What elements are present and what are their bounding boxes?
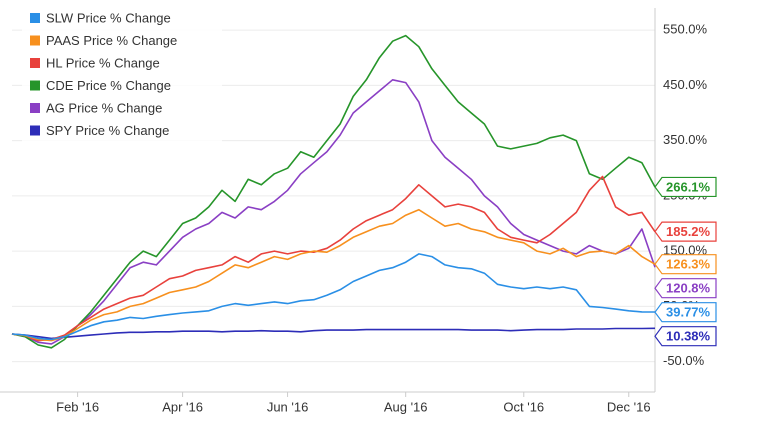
value-label: 126.3% [666, 257, 711, 272]
legend-label: HL Price % Change [46, 55, 160, 70]
legend-swatch [30, 103, 40, 113]
series-line [11, 175, 656, 342]
x-tick-label: Dec '16 [607, 399, 651, 414]
legend-label: SPY Price % Change [46, 123, 169, 138]
legend-swatch [30, 35, 40, 46]
series-line [11, 34, 656, 349]
legend-label: SLW Price % Change [46, 10, 171, 25]
legend-swatch [30, 13, 40, 23]
y-tick-label: 550.0% [663, 22, 708, 37]
value-label: 120.8% [666, 281, 711, 296]
value-label: 266.1% [666, 179, 711, 194]
series-line [11, 208, 656, 342]
y-tick-label: 450.0% [663, 77, 708, 92]
value-label-box [654, 221, 717, 242]
legend: SLW Price % Change PAAS Price % Change HL … [22, 6, 222, 142]
y-tick-label: 150.0% [663, 243, 708, 258]
labels: 266.1% 185.2% 126.3% 120.8% 39.77% 10.38% SLW … [22, 6, 717, 347]
value-label-box [654, 278, 717, 299]
y-tick-label: -50.0% [663, 353, 705, 368]
value-label: 10.38% [666, 329, 711, 344]
series-line [11, 79, 656, 345]
series-line [11, 327, 656, 340]
value-label: 185.2% [666, 224, 711, 239]
x-tick-label: Apr '16 [162, 399, 203, 414]
y-tick-label: 350.0% [663, 132, 708, 147]
value-label: 39.77% [666, 305, 711, 320]
series-line [11, 253, 656, 341]
legend-label: CDE Price % Change [46, 78, 171, 93]
legend-label: AG Price % Change [46, 100, 162, 115]
value-label-box [654, 254, 717, 275]
x-tick-label: Feb '16 [56, 399, 99, 414]
value-label-box [654, 302, 717, 323]
value-label-box [654, 326, 717, 347]
legend-bg [22, 6, 222, 142]
lines [11, 34, 656, 349]
legend-swatch [30, 80, 40, 91]
x-tick-label: Oct '16 [503, 399, 544, 414]
legend-swatch [30, 125, 40, 136]
value-label-box [654, 176, 717, 198]
x-tick-label: Aug '16 [384, 399, 428, 414]
legend-label: PAAS Price % Change [46, 33, 177, 48]
legend-swatch [30, 58, 40, 68]
x-tick-label: Jun '16 [267, 399, 309, 414]
